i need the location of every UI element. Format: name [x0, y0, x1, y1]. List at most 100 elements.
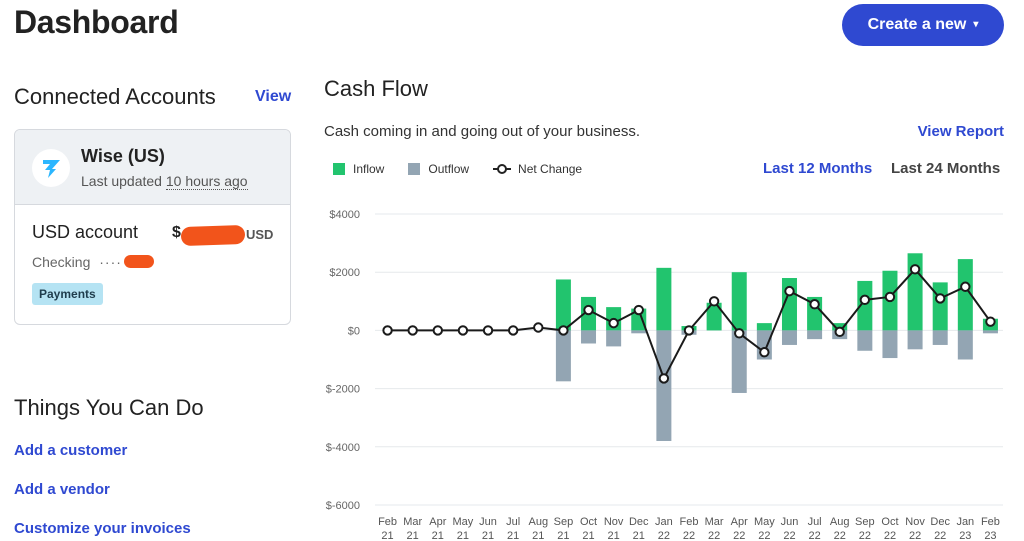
outflow-bar — [631, 330, 647, 334]
x-tick-year: 21 — [381, 530, 393, 541]
x-tick-month: Dec — [629, 516, 649, 528]
x-tick-year: 21 — [482, 530, 494, 541]
customize-invoices-link[interactable]: Customize your invoices — [14, 520, 191, 537]
net-change-point — [482, 325, 494, 336]
net-change-point — [658, 373, 670, 384]
net-change-line — [387, 267, 992, 381]
x-tick-month: Mar — [403, 516, 422, 528]
inflow-bar — [857, 280, 873, 331]
outflow-bar — [932, 330, 948, 345]
net-change-point — [507, 325, 519, 336]
inflow-bar — [656, 267, 672, 331]
x-tick-month: May — [453, 516, 474, 528]
outflow-bar — [882, 330, 898, 359]
net-change-point — [884, 291, 896, 303]
x-tick-month: Sep — [855, 516, 875, 528]
range-last-12-months[interactable]: Last 12 Months — [763, 160, 873, 177]
net-change-point — [909, 264, 921, 275]
account-card-body: USD account $ USD Checking ···· Payments — [15, 205, 290, 324]
last-updated: Last updated 10 hours ago — [81, 173, 248, 190]
legend-inflow[interactable]: Inflow — [333, 162, 384, 176]
inflow-swatch — [333, 163, 345, 175]
x-tick-month: Jul — [506, 516, 520, 528]
x-tick-month: Jun — [479, 516, 497, 528]
wise-logo-icon — [32, 149, 70, 187]
net-change-point — [683, 325, 695, 336]
range-last-24-months[interactable]: Last 24 Months — [891, 160, 1001, 177]
net-change-point — [809, 299, 820, 310]
outflow-bar — [781, 330, 797, 345]
x-tick-year: 21 — [432, 530, 444, 541]
outflow-bar — [857, 330, 873, 351]
account-type-label: Checking — [32, 254, 91, 270]
x-tick-year: 23 — [959, 530, 971, 541]
inflow-bar — [731, 272, 747, 331]
x-tick-month: Aug — [528, 516, 548, 528]
x-tick-year: 21 — [457, 530, 469, 541]
account-type: Checking ···· — [32, 254, 122, 270]
create-new-button[interactable]: Create a new ▾ — [842, 4, 1004, 46]
net-change-point — [432, 325, 444, 336]
outflow-bar — [656, 330, 672, 441]
inflow-bar — [706, 302, 722, 331]
payments-badge: Payments — [32, 283, 103, 305]
net-change-point — [382, 325, 393, 336]
x-tick-year: 22 — [884, 530, 896, 541]
x-tick-year: 21 — [633, 530, 645, 541]
x-tick-year: 22 — [733, 530, 745, 541]
y-tick-label: $-6000 — [326, 500, 360, 512]
connected-accounts-title: Connected Accounts — [14, 84, 216, 109]
legend-outflow[interactable]: Outflow — [408, 162, 469, 176]
y-tick-label: $0 — [348, 325, 360, 337]
x-tick-year: 22 — [783, 530, 795, 541]
cash-flow-title: Cash Flow — [324, 76, 428, 101]
x-tick-month: Mar — [705, 516, 724, 528]
legend-net-label: Net Change — [518, 162, 583, 176]
net-change-point — [608, 317, 619, 329]
redacted-account-number — [124, 255, 154, 268]
outflow-bar — [581, 330, 597, 344]
view-accounts-link[interactable]: View — [255, 88, 292, 105]
outflow-bar — [957, 330, 973, 360]
legend-outflow-label: Outflow — [428, 162, 470, 176]
outflow-bar — [907, 330, 923, 350]
x-tick-year: 23 — [984, 530, 996, 541]
legend-inflow-label: Inflow — [353, 162, 385, 176]
x-tick-month: Apr — [731, 516, 748, 528]
legend-net-change[interactable]: Net Change — [493, 162, 582, 176]
inflow-bar — [555, 279, 571, 331]
x-tick-month: Feb — [981, 516, 1000, 528]
add-vendor-link[interactable]: Add a vendor — [14, 481, 110, 498]
x-tick-month: Oct — [881, 516, 898, 528]
y-tick-label: $-2000 — [326, 384, 360, 396]
outflow-swatch — [408, 163, 421, 175]
net-change-point — [457, 325, 469, 336]
x-tick-year: 21 — [557, 530, 569, 541]
x-tick-month: Nov — [905, 516, 925, 528]
net-change-point — [985, 316, 996, 327]
x-tick-year: 22 — [758, 530, 770, 541]
add-customer-link[interactable]: Add a customer — [14, 442, 128, 459]
account-mask: ···· — [99, 254, 122, 270]
y-tick-label: $2000 — [329, 267, 360, 279]
x-tick-month: Apr — [429, 516, 446, 528]
net-change-point — [583, 304, 594, 316]
view-report-link[interactable]: View Report — [917, 123, 1004, 140]
x-tick-year: 22 — [909, 530, 921, 541]
net-change-point — [708, 296, 720, 307]
x-tick-year: 22 — [683, 530, 695, 541]
cash-flow-subtitle: Cash coming in and going out of your bus… — [324, 123, 641, 140]
net-change-point — [759, 347, 770, 358]
x-tick-month: Jan — [956, 516, 974, 528]
x-tick-year: 22 — [834, 530, 846, 541]
outflow-bar — [606, 330, 622, 347]
last-updated-time: 10 hours ago — [165, 173, 248, 190]
net-change-point — [784, 285, 795, 297]
x-tick-year: 21 — [532, 530, 544, 541]
x-tick-month: Feb — [680, 516, 699, 528]
outflow-bar — [731, 330, 747, 393]
x-tick-year: 21 — [582, 530, 594, 541]
account-card-header[interactable]: Wise (US) Last updated 10 hours ago — [15, 130, 290, 205]
account-card: Wise (US) Last updated 10 hours ago USD … — [14, 129, 291, 325]
net-change-point — [960, 281, 971, 292]
